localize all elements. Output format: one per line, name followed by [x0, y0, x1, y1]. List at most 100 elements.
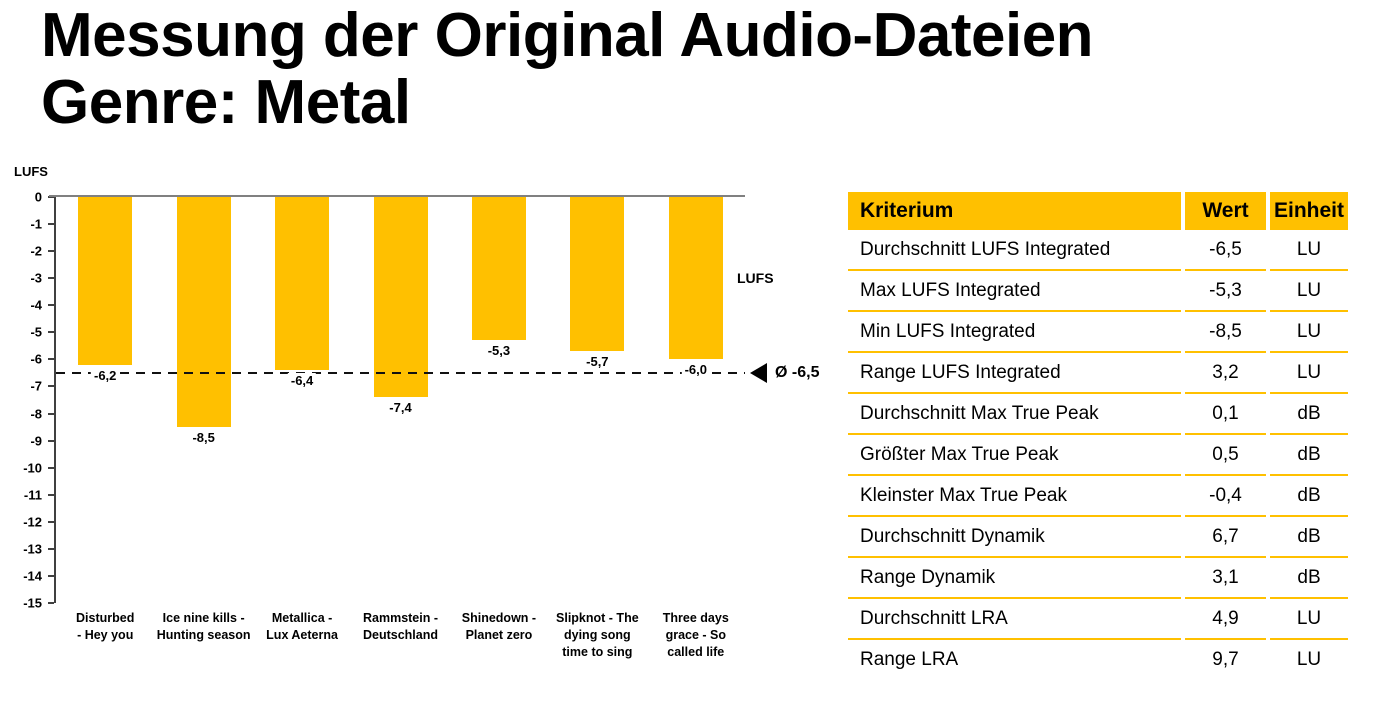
table-cell: 4,9 — [1185, 599, 1266, 640]
y-tick-label: -3 — [30, 270, 42, 286]
y-tick-label: -14 — [23, 568, 42, 584]
bar — [471, 197, 526, 341]
table-cell: 3,1 — [1185, 558, 1266, 599]
table-cell: 3,2 — [1185, 353, 1266, 394]
average-triangle-icon — [750, 363, 767, 383]
table-row: Min LUFS Integrated -8,5 LU — [848, 312, 1348, 353]
table-header-row: Kriterium Wert Einheit — [848, 192, 1348, 230]
table-cell: dB — [1270, 558, 1348, 599]
bar — [668, 197, 723, 360]
x-category-label-line: Disturbed — [76, 611, 135, 625]
x-category-label-line: Rammstein - — [362, 611, 439, 625]
y-tick-label: -2 — [30, 243, 42, 259]
x-category-label: Disturbed - Hey you — [48, 610, 162, 644]
bar-value-label: -6,4 — [287, 373, 317, 389]
table-cell: -5,3 — [1185, 271, 1266, 312]
x-category-label-line: Deutschland — [362, 628, 438, 642]
y-tick-mark — [48, 520, 54, 523]
page-title: Messung der Original Audio-Dateien Genre:… — [41, 1, 1094, 137]
y-tick-label: -13 — [23, 541, 42, 557]
table-cell: -8,5 — [1185, 312, 1266, 353]
table-cell: LU — [1296, 648, 1322, 670]
bar-value-label: -5,3 — [484, 343, 514, 359]
bar — [176, 197, 231, 428]
x-category-label-line: Planet zero — [465, 628, 533, 642]
page-title-line1: Messung der Original Audio-Dateien — [41, 1, 1094, 70]
table-row: Durchschnitt LUFS Integrated -6,5 LU — [848, 230, 1348, 271]
table-cell: Durchschnitt Max True Peak — [848, 394, 1181, 435]
table-row: Range LRA 9,7 LU — [848, 640, 1348, 681]
table-cell: LU — [1270, 312, 1348, 353]
x-category-label: Ice nine kills - Hunting season — [147, 610, 261, 644]
stats-table: Kriterium Wert Einheit Durchschnitt LUFS I… — [844, 192, 1352, 681]
y-tick-mark — [48, 574, 54, 577]
bar-value-label: -6,0 — [681, 362, 710, 378]
y-tick-mark — [48, 412, 54, 415]
bar-value-label: -8,5 — [189, 430, 218, 446]
x-category-label-line: Hunting season — [156, 628, 251, 642]
page-title-line2: Genre: Metal — [41, 68, 411, 137]
table-cell: dB — [1270, 394, 1348, 435]
table-cell: LU — [1270, 271, 1348, 312]
x-category-label: Slipknot - The dying song time to sing — [540, 610, 654, 661]
y-tick-mark — [48, 385, 54, 388]
bar — [78, 197, 133, 365]
table-cell: dB — [1270, 476, 1348, 517]
y-tick-label: -9 — [30, 433, 42, 449]
bar-value-label: -7,4 — [386, 400, 415, 416]
x-category-label-line: - Hey you — [77, 628, 134, 642]
y-tick-mark — [48, 602, 54, 604]
y-tick-mark — [48, 223, 54, 226]
x-category-label: Rammstein - Deutschland — [344, 610, 458, 644]
bar — [373, 197, 428, 398]
table-row: Durchschnitt Dynamik 6,7 dB — [848, 517, 1348, 558]
y-tick-mark — [48, 250, 54, 253]
y-tick-mark — [48, 331, 54, 334]
table-row: Durchschnitt Max True Peak 0,1 dB — [848, 394, 1348, 435]
x-category-label-line: Slipknot - The — [556, 611, 639, 625]
legend-label: LUFS — [737, 270, 774, 286]
table-cell: 9,7 — [1212, 648, 1239, 670]
y-tick-mark — [48, 304, 54, 307]
bar-value-label: -5,7 — [583, 354, 612, 370]
y-tick-mark — [48, 277, 54, 280]
y-tick-label: -12 — [23, 514, 42, 530]
x-category-label-line: dying song — [564, 628, 631, 642]
y-tick-label: -8 — [30, 406, 42, 422]
table-cell: Range LUFS Integrated — [848, 353, 1181, 394]
table-cell: 0,1 — [1185, 394, 1266, 435]
x-category-label-line: Ice nine kills - — [162, 611, 245, 625]
table-header-cell: Kriterium — [848, 192, 1181, 230]
table-cell: 6,7 — [1185, 517, 1266, 558]
y-tick-mark — [48, 358, 54, 361]
y-tick-mark — [48, 439, 54, 442]
bar — [570, 197, 625, 352]
table-row: Max LUFS Integrated -5,3 LU — [848, 271, 1348, 312]
y-tick-mark — [48, 466, 54, 469]
table-cell: Range LRA — [860, 648, 959, 670]
x-category-label-line: Metallica - — [271, 611, 333, 625]
bar — [275, 197, 330, 371]
y-tick-label: -10 — [23, 460, 42, 476]
table-header-cell: Wert — [1185, 192, 1266, 230]
y-tick-label: 0 — [34, 189, 42, 205]
bar-value-label: -6,2 — [91, 367, 120, 383]
table-cell: -6,5 — [1185, 230, 1266, 271]
table-cell: Größter Max True Peak — [848, 435, 1181, 476]
y-tick-label: -15 — [23, 595, 42, 611]
table-cell: -0,4 — [1185, 476, 1266, 517]
x-category-label: Metallica - Lux Aeterna — [245, 610, 359, 644]
average-dashed-line — [56, 371, 745, 374]
table-row: Größter Max True Peak 0,5 dB — [848, 435, 1348, 476]
y-tick-label: -7 — [30, 378, 42, 394]
table-cell: LU — [1270, 230, 1348, 271]
table-row: Kleinster Max True Peak -0,4 dB — [848, 476, 1348, 517]
y-tick-label: -5 — [30, 324, 42, 340]
x-category-label: Three days grace - So called life — [639, 610, 753, 661]
y-tick-label: -11 — [23, 487, 42, 503]
table-cell: LU — [1270, 599, 1348, 640]
table-cell: Min LUFS Integrated — [848, 312, 1181, 353]
table-cell: 0,5 — [1185, 435, 1266, 476]
x-category-label-line: Three days — [662, 611, 729, 625]
